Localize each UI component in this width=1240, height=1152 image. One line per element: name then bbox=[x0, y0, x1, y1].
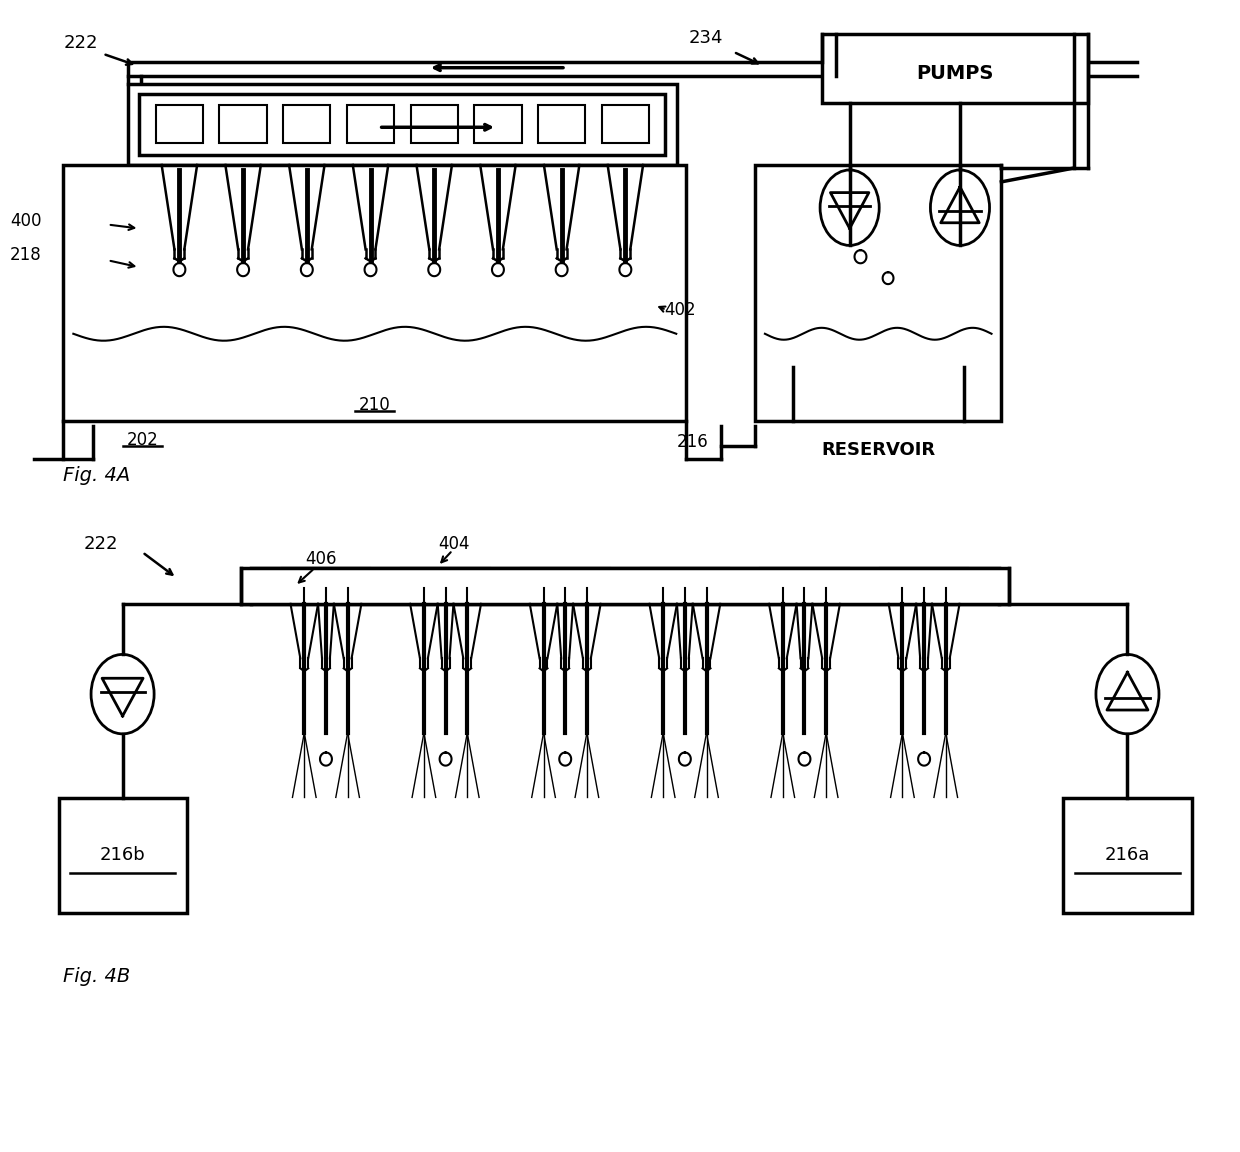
Text: 218: 218 bbox=[10, 247, 42, 264]
Bar bbox=[283, 106, 330, 143]
Bar bbox=[410, 106, 458, 143]
Bar bbox=[641, 568, 729, 586]
Text: Fig. 4B: Fig. 4B bbox=[63, 968, 130, 986]
Bar bbox=[760, 568, 849, 586]
Bar bbox=[58, 798, 187, 912]
Bar bbox=[219, 106, 267, 143]
Text: 202: 202 bbox=[126, 431, 159, 449]
Bar bbox=[474, 106, 522, 143]
Bar bbox=[281, 568, 371, 586]
Bar bbox=[156, 106, 203, 143]
Text: 216: 216 bbox=[676, 433, 708, 452]
Text: RESERVOIR: RESERVOIR bbox=[821, 441, 935, 458]
Bar bbox=[128, 84, 677, 165]
Bar bbox=[521, 568, 610, 586]
Bar bbox=[879, 568, 968, 586]
Text: 216a: 216a bbox=[1105, 847, 1151, 864]
Bar bbox=[601, 106, 649, 143]
Text: 216b: 216b bbox=[99, 847, 145, 864]
Bar bbox=[241, 568, 1009, 604]
Text: PUMPS: PUMPS bbox=[916, 65, 993, 83]
Bar bbox=[139, 93, 666, 156]
Bar bbox=[63, 165, 686, 422]
Bar bbox=[1064, 798, 1192, 912]
Text: 210: 210 bbox=[358, 396, 391, 415]
Text: 404: 404 bbox=[438, 536, 470, 553]
Bar bbox=[250, 588, 999, 604]
Text: 234: 234 bbox=[689, 29, 724, 47]
Bar bbox=[755, 165, 1002, 422]
Text: 406: 406 bbox=[305, 551, 336, 568]
Bar bbox=[822, 33, 1087, 104]
Text: 400: 400 bbox=[10, 212, 42, 229]
Bar bbox=[250, 568, 999, 586]
Text: 402: 402 bbox=[665, 301, 696, 319]
Bar bbox=[402, 568, 490, 586]
Text: Fig. 4A: Fig. 4A bbox=[63, 465, 130, 485]
Text: 222: 222 bbox=[63, 33, 98, 52]
Text: 222: 222 bbox=[83, 536, 118, 553]
Bar bbox=[538, 106, 585, 143]
Bar bbox=[347, 106, 394, 143]
